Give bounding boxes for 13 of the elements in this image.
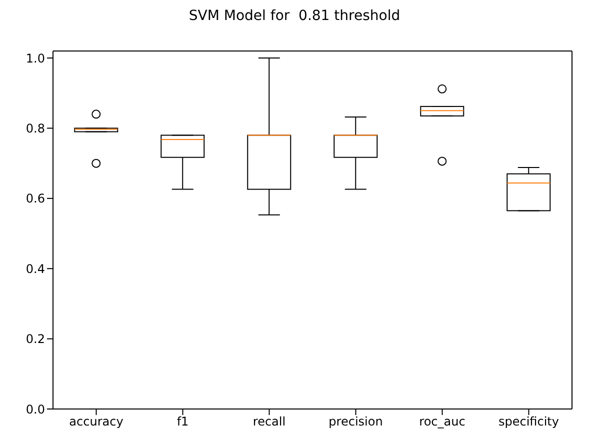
x-tick-label: accuracy bbox=[69, 414, 124, 429]
x-tick-label: specificity bbox=[498, 414, 559, 429]
y-tick-label: 0.2 bbox=[26, 332, 45, 346]
y-tick-label: 0.4 bbox=[26, 262, 45, 276]
y-tick-label: 0.6 bbox=[26, 192, 45, 206]
x-tick-label: roc_auc bbox=[419, 414, 466, 429]
x-tick-label: recall bbox=[252, 414, 286, 429]
y-tick-label: 0.0 bbox=[26, 402, 45, 416]
y-tick-label: 1.0 bbox=[26, 51, 45, 66]
x-tick-label: precision bbox=[328, 414, 383, 429]
y-tick-label: 0.8 bbox=[26, 121, 45, 136]
x-tick-label: f1 bbox=[176, 414, 189, 429]
chart-title: SVM Model for 0.81 threshold bbox=[188, 8, 402, 26]
